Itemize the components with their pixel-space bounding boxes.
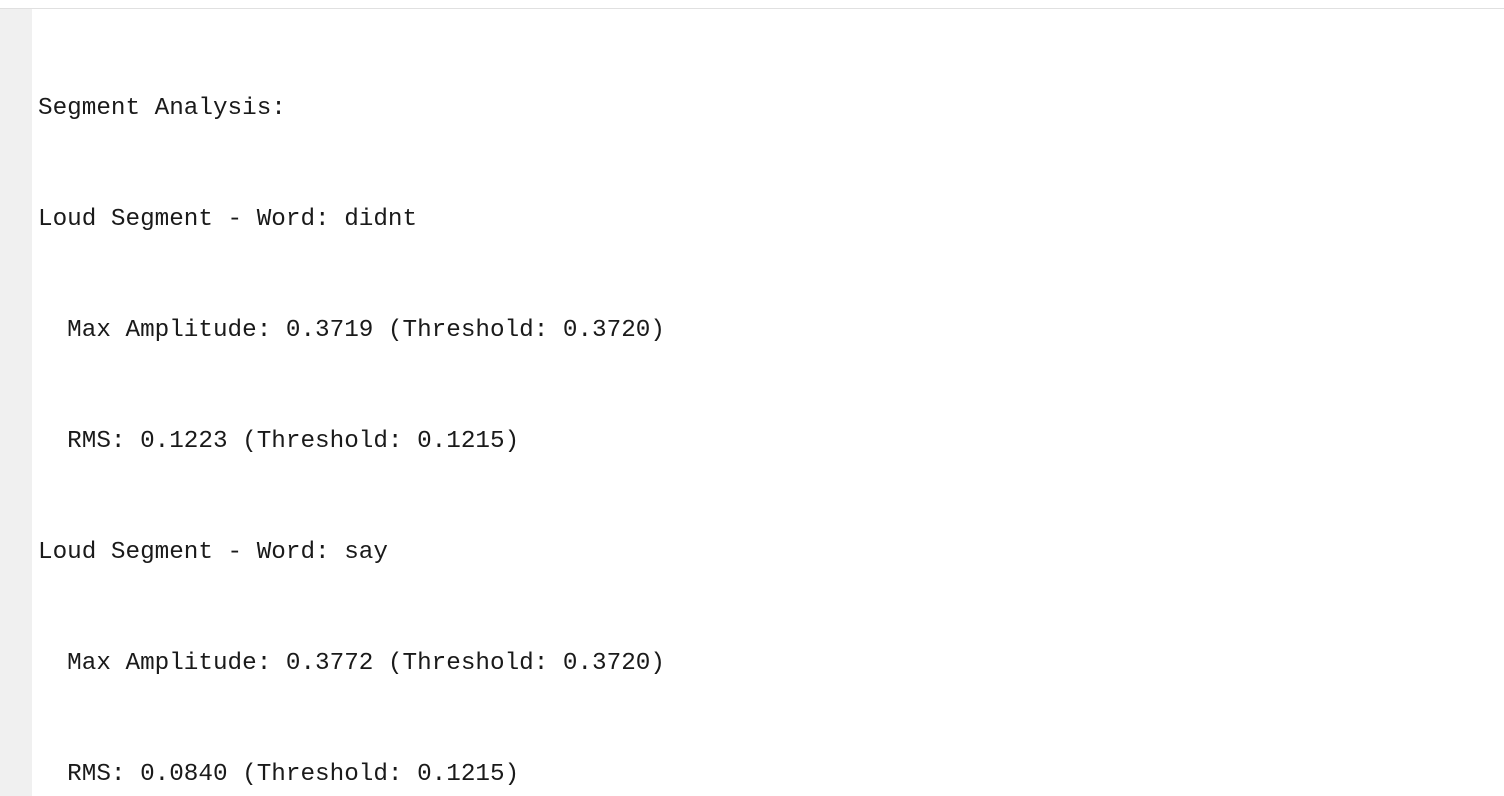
cell-top-border [0, 0, 1504, 9]
output-line-loud-segment-say: Loud Segment - Word: say [38, 539, 388, 566]
output-gutter [0, 9, 32, 796]
output-line-say-max-amplitude: Max Amplitude: 0.3772 (Threshold: 0.3720… [38, 650, 665, 677]
output-line-loud-segment-didnt: Loud Segment - Word: didnt [38, 206, 418, 233]
output-line-didnt-rms: RMS: 0.1223 (Threshold: 0.1215) [38, 428, 520, 455]
console-output: Segment Analysis: Loud Segment - Word: d… [38, 16, 1234, 796]
output-line-say-rms: RMS: 0.0840 (Threshold: 0.1215) [38, 761, 520, 788]
output-line-segment-analysis-header: Segment Analysis: [38, 95, 286, 122]
output-line-didnt-max-amplitude: Max Amplitude: 0.3719 (Threshold: 0.3720… [38, 317, 665, 344]
